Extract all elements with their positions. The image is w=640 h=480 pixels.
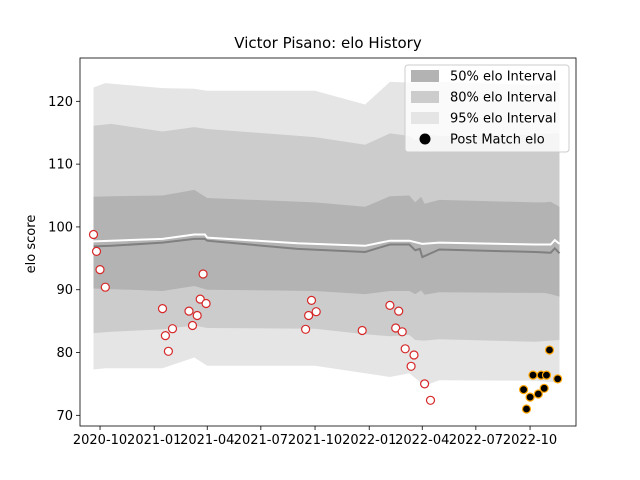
legend-box	[404, 64, 570, 153]
y-tick-label: 80	[56, 346, 73, 361]
x-tick-label: 2021-04	[180, 433, 234, 448]
post-match-point	[201, 298, 211, 309]
post-match-point	[160, 331, 170, 341]
post-match-point	[184, 306, 194, 316]
legend-label: 50% elo Interval	[450, 70, 557, 85]
post-match-point	[420, 379, 430, 389]
post-match-point	[167, 324, 178, 334]
y-tick-label: 100	[48, 220, 73, 235]
post-match-point	[544, 345, 555, 355]
legend-label: 95% elo Interval	[450, 112, 557, 127]
plot-frame	[79, 57, 577, 427]
interval-bands	[93, 81, 560, 386]
post-match-point	[553, 374, 563, 384]
y-axis: 70 80 90 100 110 120	[48, 95, 80, 424]
post-match-point	[397, 327, 407, 337]
band-50	[93, 189, 560, 297]
chart-title: Victor Pisano: elo History	[234, 34, 422, 52]
post-match-point	[198, 269, 208, 279]
post-match-point	[163, 346, 173, 356]
post-match-point	[400, 344, 410, 354]
post-match-point	[100, 282, 110, 292]
post-match-point	[192, 310, 202, 321]
post-match-point	[521, 404, 532, 414]
post-match-point	[409, 350, 419, 360]
post-match-points	[88, 229, 563, 414]
post-match-point	[539, 383, 549, 393]
legend-swatch	[411, 112, 439, 124]
y-tick-label: 90	[56, 283, 73, 298]
post-match-point	[518, 385, 529, 395]
legend-swatch	[411, 91, 439, 103]
post-match-point	[394, 306, 404, 316]
x-tick-label: 2022-04	[395, 433, 449, 448]
post-match-point	[304, 310, 314, 321]
post-match-point	[311, 307, 321, 317]
post-match-point	[533, 389, 543, 399]
x-tick-label: 2020-10	[73, 433, 127, 448]
expected-elo-line	[93, 237, 561, 259]
post-match-point	[88, 229, 99, 240]
legend-label: Post Match elo	[450, 133, 545, 148]
y-tick-label: 70	[56, 409, 73, 424]
legend-marker	[419, 133, 431, 145]
upper-elo-line	[93, 233, 561, 247]
x-tick-label: 2021-01	[127, 433, 181, 448]
x-tick-label: 2021-07	[234, 433, 288, 448]
post-match-point	[385, 300, 395, 310]
post-match-point	[541, 370, 552, 380]
post-match-point	[95, 265, 105, 275]
x-tick-label: 2022-07	[449, 433, 503, 448]
post-match-point	[301, 324, 311, 334]
post-match-point	[187, 320, 198, 331]
y-axis-title: elo score	[24, 215, 39, 274]
post-match-point	[425, 395, 436, 405]
post-match-point	[528, 370, 538, 380]
x-tick-label: 2022-01	[342, 433, 396, 448]
post-match-point	[157, 304, 168, 314]
y-tick-label: 120	[48, 95, 73, 110]
elo-lines	[93, 233, 561, 259]
legend: 50% elo Interval 80% elo Interval 95% elo …	[404, 64, 570, 153]
post-match-point	[406, 361, 416, 371]
x-tick-label: 2022-10	[503, 433, 557, 448]
y-tick-label: 110	[48, 158, 73, 173]
post-match-point	[357, 325, 367, 336]
post-match-point	[306, 295, 317, 305]
legend-swatch	[411, 70, 439, 82]
legend-label: 80% elo Interval	[450, 91, 557, 106]
post-match-point	[525, 392, 535, 402]
post-match-point	[91, 246, 102, 256]
x-tick-label: 2021-10	[288, 433, 342, 448]
